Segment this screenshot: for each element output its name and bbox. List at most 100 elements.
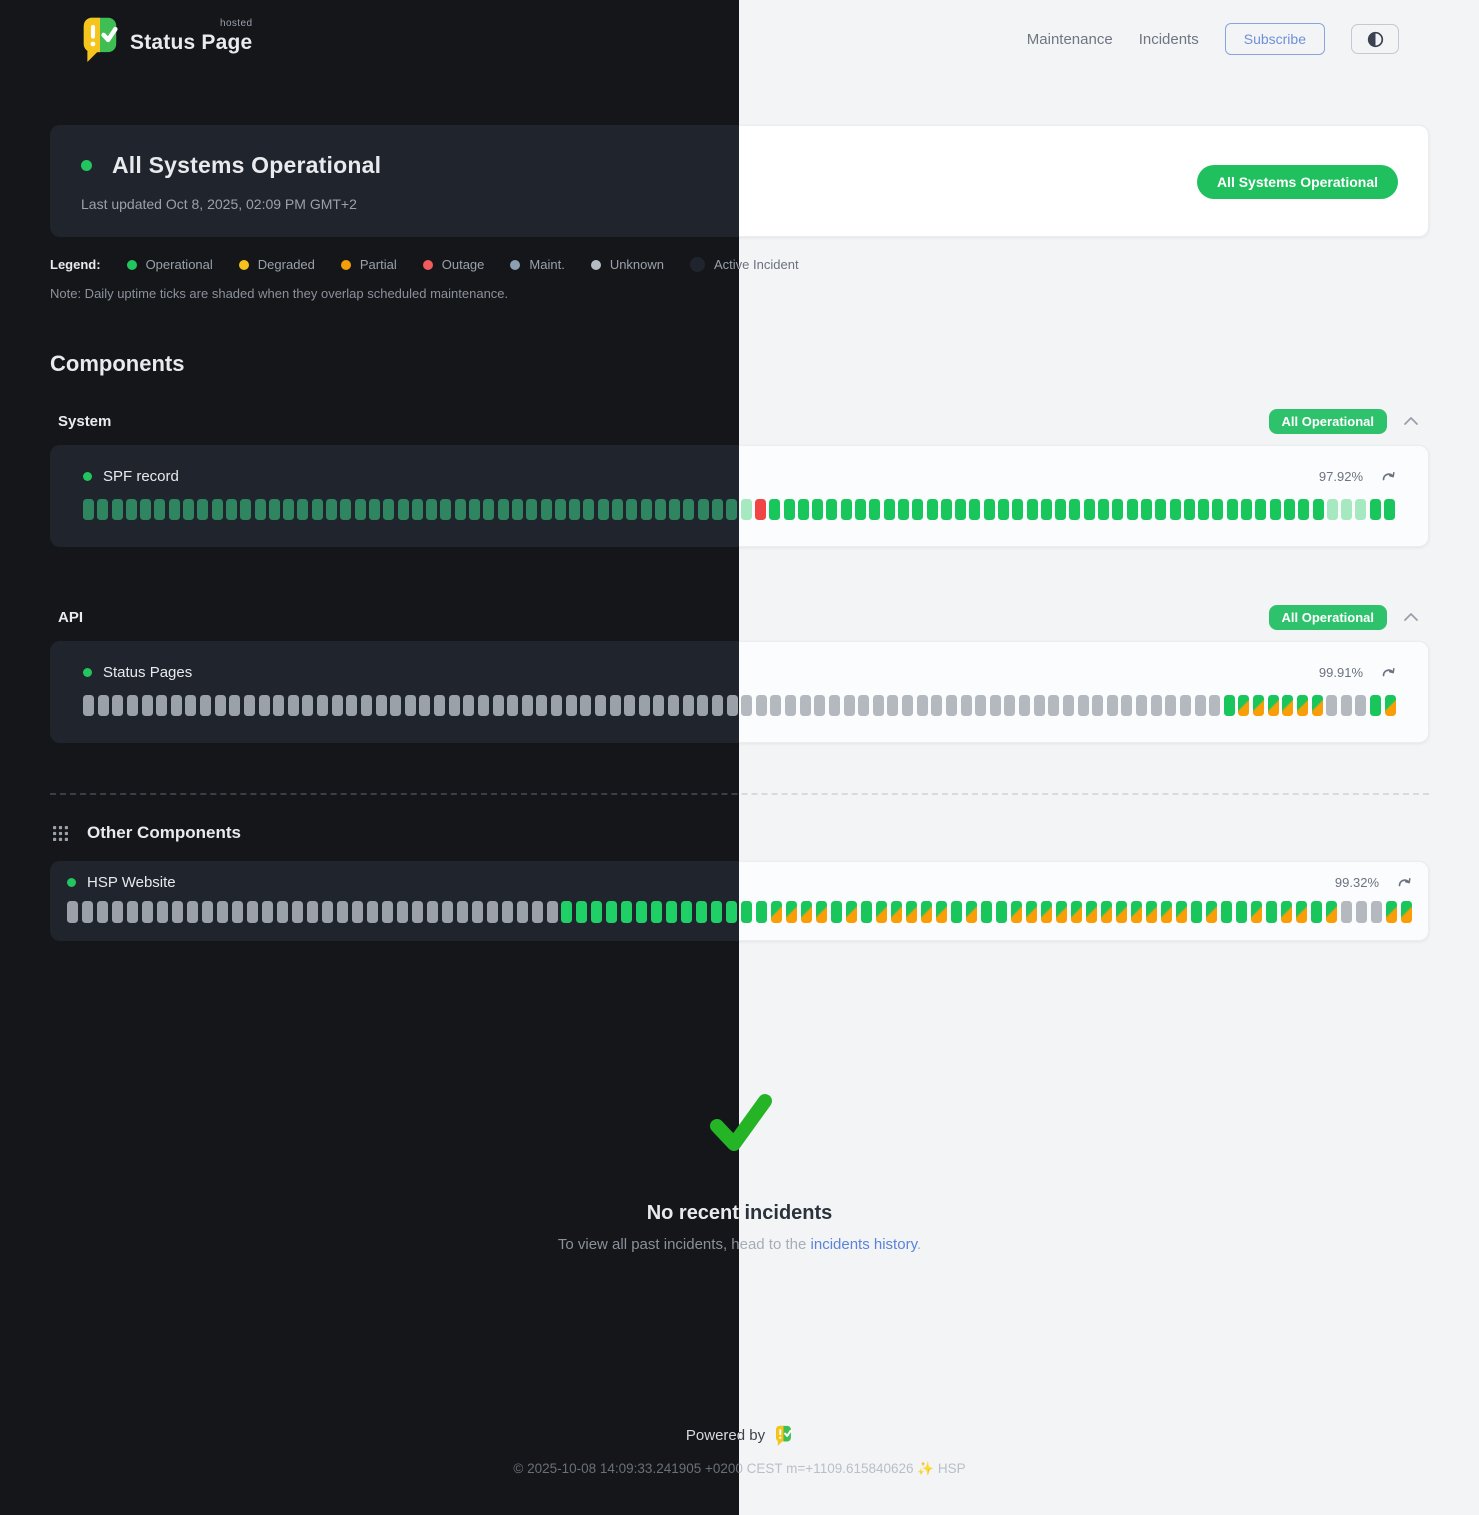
uptime-tick[interactable] <box>801 901 813 923</box>
uptime-tick[interactable] <box>1253 695 1264 716</box>
uptime-tick[interactable] <box>726 695 738 716</box>
uptime-tick[interactable] <box>855 499 867 520</box>
uptime-tick[interactable] <box>125 499 137 520</box>
uptime-tick[interactable] <box>287 695 299 716</box>
uptime-tick[interactable] <box>336 901 348 923</box>
uptime-tick[interactable] <box>1326 499 1338 520</box>
uptime-tick[interactable] <box>561 901 573 923</box>
uptime-tick[interactable] <box>711 901 723 923</box>
incidents-history-link[interactable]: incidents history <box>810 1236 917 1253</box>
uptime-tick[interactable] <box>621 901 633 923</box>
uptime-tick[interactable] <box>471 901 483 923</box>
uptime-tick[interactable] <box>1070 901 1082 923</box>
uptime-tick[interactable] <box>368 499 380 520</box>
uptime-tick[interactable] <box>916 695 928 716</box>
uptime-tick[interactable] <box>741 695 753 716</box>
uptime-tick[interactable] <box>785 695 796 716</box>
uptime-tick[interactable] <box>183 499 195 520</box>
uptime-tick[interactable] <box>551 695 562 716</box>
uptime-tick[interactable] <box>624 695 636 716</box>
uptime-tick[interactable] <box>1326 695 1338 716</box>
uptime-tick[interactable] <box>83 695 94 716</box>
uptime-tick[interactable] <box>960 695 972 716</box>
uptime-tick[interactable] <box>375 695 387 716</box>
uptime-tick[interactable] <box>611 499 623 520</box>
uptime-tick[interactable] <box>826 499 838 520</box>
uptime-tick[interactable] <box>1145 901 1157 923</box>
refresh-icon[interactable] <box>1381 666 1396 679</box>
uptime-tick[interactable] <box>812 499 824 520</box>
uptime-tick[interactable] <box>799 695 811 716</box>
uptime-tick[interactable] <box>268 499 280 520</box>
uptime-tick[interactable] <box>302 695 314 716</box>
uptime-tick[interactable] <box>591 901 603 923</box>
uptime-tick[interactable] <box>955 499 967 520</box>
uptime-tick[interactable] <box>111 901 123 923</box>
uptime-tick[interactable] <box>1055 901 1067 923</box>
uptime-tick[interactable] <box>1325 901 1337 923</box>
uptime-tick[interactable] <box>516 901 528 923</box>
uptime-tick[interactable] <box>576 901 588 923</box>
uptime-tick[interactable] <box>346 695 358 716</box>
uptime-tick[interactable] <box>156 695 168 716</box>
uptime-tick[interactable] <box>1040 901 1052 923</box>
uptime-tick[interactable] <box>651 901 663 923</box>
uptime-tick[interactable] <box>501 901 513 923</box>
uptime-tick[interactable] <box>569 499 581 520</box>
uptime-tick[interactable] <box>521 695 533 716</box>
uptime-tick[interactable] <box>883 499 895 520</box>
uptime-tick[interactable] <box>1235 901 1247 923</box>
uptime-tick[interactable] <box>1183 499 1195 520</box>
uptime-tick[interactable] <box>1238 695 1250 716</box>
uptime-tick[interactable] <box>396 901 408 923</box>
uptime-tick[interactable] <box>454 499 466 520</box>
uptime-tick[interactable] <box>1033 695 1045 716</box>
uptime-tick[interactable] <box>902 695 913 716</box>
uptime-tick[interactable] <box>814 695 826 716</box>
uptime-tick[interactable] <box>1250 901 1262 923</box>
uptime-tick[interactable] <box>998 499 1009 520</box>
uptime-tick[interactable] <box>921 901 933 923</box>
uptime-tick[interactable] <box>1223 695 1235 716</box>
uptime-tick[interactable] <box>531 901 543 923</box>
uptime-tick[interactable] <box>1100 901 1112 923</box>
uptime-tick[interactable] <box>936 901 948 923</box>
uptime-tick[interactable] <box>996 901 1008 923</box>
uptime-tick[interactable] <box>246 901 258 923</box>
uptime-tick[interactable] <box>112 695 124 716</box>
uptime-tick[interactable] <box>463 695 475 716</box>
uptime-tick[interactable] <box>906 901 918 923</box>
uptime-tick[interactable] <box>969 499 981 520</box>
uptime-tick[interactable] <box>440 499 452 520</box>
uptime-tick[interactable] <box>797 499 809 520</box>
uptime-tick[interactable] <box>1098 499 1110 520</box>
uptime-tick[interactable] <box>1340 901 1352 923</box>
uptime-tick[interactable] <box>141 695 153 716</box>
uptime-tick[interactable] <box>81 901 93 923</box>
uptime-tick[interactable] <box>1355 901 1367 923</box>
uptime-tick[interactable] <box>546 901 558 923</box>
subscribe-button[interactable]: Subscribe <box>1224 23 1325 55</box>
uptime-tick[interactable] <box>1400 901 1412 923</box>
uptime-tick[interactable] <box>1241 499 1253 520</box>
uptime-tick[interactable] <box>96 901 108 923</box>
uptime-tick[interactable] <box>397 499 409 520</box>
uptime-tick[interactable] <box>383 499 395 520</box>
uptime-tick[interactable] <box>426 901 438 923</box>
uptime-tick[interactable] <box>1019 695 1030 716</box>
uptime-tick[interactable] <box>712 499 724 520</box>
uptime-tick[interactable] <box>434 695 445 716</box>
uptime-tick[interactable] <box>940 499 952 520</box>
uptime-tick[interactable] <box>989 695 1001 716</box>
uptime-tick[interactable] <box>554 499 566 520</box>
uptime-tick[interactable] <box>840 499 852 520</box>
refresh-icon[interactable] <box>1381 470 1396 483</box>
uptime-tick[interactable] <box>1175 901 1187 923</box>
uptime-tick[interactable] <box>1190 901 1202 923</box>
uptime-tick[interactable] <box>291 901 303 923</box>
uptime-tick[interactable] <box>654 499 666 520</box>
uptime-tick[interactable] <box>831 901 843 923</box>
uptime-tick[interactable] <box>668 695 679 716</box>
uptime-tick[interactable] <box>97 695 109 716</box>
uptime-tick[interactable] <box>126 901 138 923</box>
